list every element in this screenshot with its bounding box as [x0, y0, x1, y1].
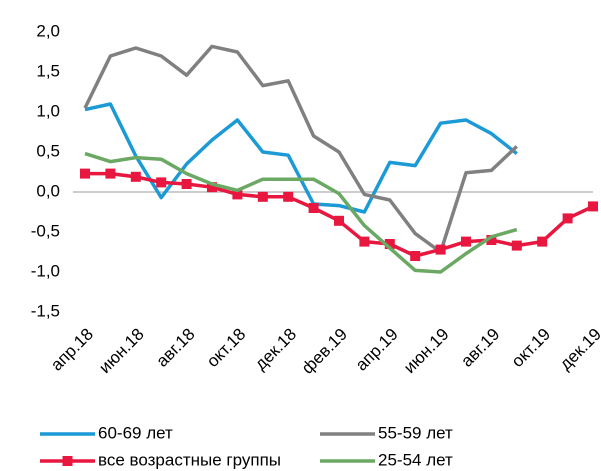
marker	[537, 236, 548, 247]
marker	[283, 191, 294, 202]
marker	[562, 213, 573, 224]
x-tick-label: июн.19	[400, 325, 453, 378]
marker	[232, 189, 243, 200]
y-tick-label: -1,0	[31, 261, 60, 280]
marker	[207, 182, 217, 193]
x-tick-label: апр.19	[352, 325, 402, 375]
x-tick-label: дек.19	[556, 325, 601, 374]
marker	[257, 191, 268, 202]
y-tick-label: -1,5	[31, 301, 60, 320]
marker	[384, 239, 395, 249]
y-tick-label: 1,0	[36, 101, 60, 120]
x-tick-label: дек.18	[251, 325, 300, 374]
x-tick-label: окт.19	[508, 325, 554, 371]
x-tick-label: фев.19	[298, 325, 351, 378]
series-line	[84, 151, 518, 274]
x-tick-label: июн.18	[95, 325, 148, 378]
x-tick-label: апр.18	[47, 325, 97, 375]
marker	[588, 201, 598, 212]
marker	[359, 236, 370, 247]
marker	[486, 235, 497, 245]
y-tick-label: 0,5	[36, 141, 60, 160]
x-tick-label: авг.18	[152, 325, 198, 371]
x-tick-label: окт.18	[203, 325, 249, 371]
marker	[80, 168, 90, 179]
marker	[511, 240, 522, 251]
marker	[461, 236, 471, 247]
y-tick-label: -0,5	[31, 221, 60, 240]
marker	[130, 171, 141, 182]
marker	[308, 203, 319, 213]
marker	[435, 244, 446, 255]
y-tick-label: 0,0	[36, 181, 60, 200]
marker	[105, 168, 116, 179]
legend-label: все возрастные группы	[98, 450, 281, 469]
marker	[410, 251, 421, 261]
legend-label: 60-69 лет	[98, 423, 173, 442]
marker	[334, 215, 344, 226]
legend-label: 25-54 лет	[378, 450, 453, 469]
marker	[156, 177, 167, 188]
series-line	[83, 44, 519, 254]
legend-marker	[62, 456, 73, 466]
x-tick-label: авг.19	[457, 325, 503, 371]
legend-label: 55-59 лет	[378, 423, 453, 442]
y-tick-label: 2,0	[36, 21, 60, 40]
marker	[181, 179, 192, 189]
y-tick-label: 1,5	[36, 61, 60, 80]
